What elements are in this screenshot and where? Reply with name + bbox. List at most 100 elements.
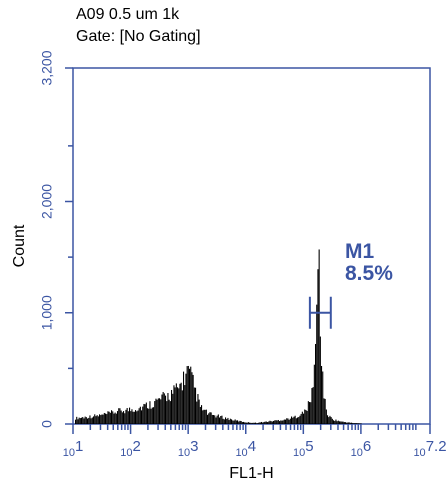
chart-title-line-2: Gate: [No Gating]: [76, 28, 201, 45]
y-axis-ticks: 0 1,000 2,000 3,200: [39, 50, 73, 428]
histogram-bar: [195, 387, 197, 424]
histogram-bar: [168, 399, 170, 424]
histogram-bar: [202, 410, 204, 424]
histogram-bar: [265, 421, 267, 424]
histogram-bar: [83, 418, 85, 424]
histogram-bar: [81, 417, 83, 424]
histogram-bar: [329, 415, 331, 424]
histogram-bar: [310, 402, 312, 424]
histogram-bar: [125, 409, 127, 424]
x-axis-ticks: 101 102 103 104 105 106 107.2: [63, 424, 447, 459]
histogram-bar: [135, 410, 137, 424]
histogram-bar: [271, 421, 273, 424]
histogram-bar: [286, 418, 288, 424]
histogram-bar: [237, 420, 239, 424]
histogram-bar: [129, 407, 131, 424]
histogram-bar: [160, 399, 162, 424]
histogram-bar: [335, 419, 337, 424]
histogram-bar: [280, 420, 282, 424]
histogram-bar: [341, 421, 343, 424]
histogram-bar: [283, 419, 285, 424]
histogram-bar: [354, 423, 356, 424]
histogram-bar: [282, 420, 284, 424]
histogram-bar: [148, 408, 150, 424]
histogram-bar: [171, 389, 173, 424]
histogram-bar: [96, 415, 98, 424]
histogram-bar: [243, 421, 245, 424]
histogram-bar: [159, 398, 161, 424]
histogram-bar: [208, 413, 210, 424]
histogram-bar: [297, 417, 299, 424]
histogram-bar: [268, 421, 270, 424]
histogram-bar: [340, 421, 342, 424]
histogram-bar: [285, 419, 287, 424]
histogram-bar: [151, 407, 153, 424]
histogram-bar: [203, 409, 205, 424]
x-tick-label: 107.2: [413, 438, 446, 459]
histogram-bar: [295, 418, 297, 424]
histogram-bar: [119, 408, 121, 424]
x-tick-label: 103: [178, 438, 199, 459]
histogram-bar: [216, 415, 218, 424]
histogram-bar: [95, 416, 97, 424]
histogram-bar: [334, 420, 336, 424]
histogram-bar: [126, 408, 128, 424]
histogram-bar: [336, 421, 338, 424]
histogram-bar: [121, 412, 123, 424]
histogram-bar: [292, 417, 294, 424]
histogram-bar: [322, 371, 324, 424]
histogram-bar: [118, 408, 120, 424]
histogram-bar: [213, 415, 215, 424]
histogram-bar: [143, 403, 145, 424]
histogram-bar: [165, 395, 167, 424]
histogram-bar: [252, 422, 254, 424]
histogram-bar: [262, 422, 264, 424]
histogram-bar: [223, 419, 225, 424]
histogram-bar: [130, 411, 132, 424]
histogram-bar: [330, 417, 332, 424]
histogram-bar: [214, 415, 216, 424]
histogram-bar: [298, 417, 300, 424]
histogram-bar: [133, 411, 135, 424]
histogram-bar: [141, 410, 143, 424]
histogram-bar: [346, 422, 348, 424]
histogram-bar: [161, 394, 163, 424]
histogram-bar: [328, 417, 330, 424]
histogram-bar: [120, 410, 122, 424]
histogram-bar: [274, 420, 276, 424]
histogram-bar: [217, 414, 219, 424]
histogram-bar: [209, 412, 211, 424]
histogram-bar: [309, 402, 311, 424]
histogram-bar: [154, 401, 156, 424]
histogram-bar: [198, 399, 200, 424]
histogram-bar: [139, 406, 141, 424]
histogram-bar: [191, 372, 193, 424]
histogram-bar: [316, 304, 318, 424]
x-tick-label: 104: [235, 438, 256, 459]
histogram-bar: [306, 410, 308, 424]
histogram-bar: [75, 419, 77, 424]
histogram-bar: [263, 422, 265, 424]
histogram-bar: [333, 420, 335, 424]
histogram-bar: [294, 415, 296, 424]
histogram-bar: [293, 416, 295, 424]
histogram-bar: [233, 420, 235, 424]
histogram-bar: [345, 422, 347, 424]
histogram-bar: [189, 368, 191, 424]
histogram-bar: [196, 401, 198, 424]
x-tick-label: 102: [120, 438, 141, 459]
histogram-bar: [192, 374, 194, 424]
histogram-bar: [245, 422, 247, 424]
histogram-bar: [358, 423, 360, 424]
histogram-bar: [300, 413, 302, 424]
histogram-bar: [321, 365, 323, 424]
histogram-bar: [78, 417, 80, 424]
histogram-bar: [229, 418, 231, 424]
histogram-bar: [144, 404, 146, 424]
histogram-bar: [97, 416, 99, 424]
histogram-bar: [205, 409, 207, 424]
histogram-bar: [101, 414, 103, 424]
histogram-bar: [186, 366, 188, 424]
histogram-bar: [174, 387, 176, 424]
